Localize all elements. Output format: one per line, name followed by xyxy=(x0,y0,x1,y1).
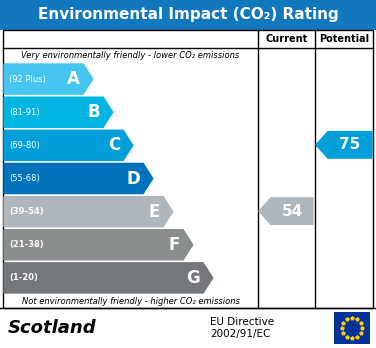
Text: 2002/91/EC: 2002/91/EC xyxy=(210,329,270,339)
Text: (69-80): (69-80) xyxy=(9,141,40,150)
Text: (81-91): (81-91) xyxy=(9,108,39,117)
Text: D: D xyxy=(126,169,140,188)
Bar xyxy=(0,0,376,30)
Bar xyxy=(3,30,373,308)
Text: G: G xyxy=(186,269,200,287)
Text: Very environmentally friendly - lower CO₂ emissions: Very environmentally friendly - lower CO… xyxy=(21,50,240,60)
Polygon shape xyxy=(259,198,313,224)
Text: (92 Plus): (92 Plus) xyxy=(9,74,46,84)
Text: Environmental Impact (CO₂) Rating: Environmental Impact (CO₂) Rating xyxy=(38,8,338,23)
Polygon shape xyxy=(4,97,113,127)
Text: Not environmentally friendly - higher CO₂ emissions: Not environmentally friendly - higher CO… xyxy=(21,296,240,306)
Polygon shape xyxy=(4,130,133,160)
Text: E: E xyxy=(149,203,160,221)
Text: 54: 54 xyxy=(281,204,303,219)
Polygon shape xyxy=(4,197,173,227)
Text: EU Directive: EU Directive xyxy=(210,317,274,327)
Text: (55-68): (55-68) xyxy=(9,174,40,183)
Polygon shape xyxy=(4,164,153,193)
Text: (1-20): (1-20) xyxy=(9,274,38,283)
Text: C: C xyxy=(108,136,120,155)
Text: Potential: Potential xyxy=(319,34,369,44)
Bar xyxy=(334,312,370,344)
Polygon shape xyxy=(4,230,193,260)
Polygon shape xyxy=(4,64,93,94)
Polygon shape xyxy=(4,263,213,293)
Text: (39-54): (39-54) xyxy=(9,207,44,216)
Text: F: F xyxy=(169,236,180,254)
Text: 75: 75 xyxy=(340,137,361,152)
Text: Current: Current xyxy=(265,34,308,44)
Text: B: B xyxy=(88,103,100,121)
Text: Scotland: Scotland xyxy=(8,319,97,337)
Text: (21-38): (21-38) xyxy=(9,240,44,249)
Polygon shape xyxy=(316,132,372,158)
Text: A: A xyxy=(67,70,80,88)
